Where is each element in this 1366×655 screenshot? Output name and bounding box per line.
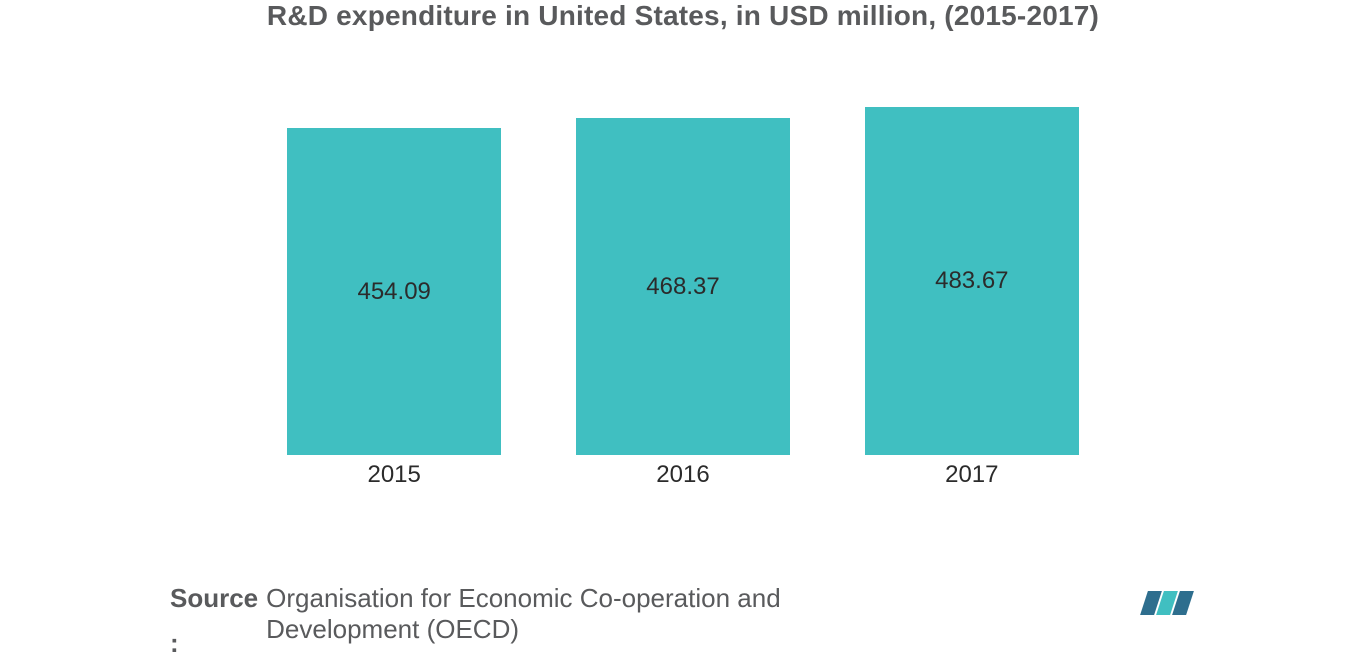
source-line1: Organisation for Economic Co-operation a… <box>266 583 781 613</box>
bar-group-2017: 483.67 <box>828 107 1116 455</box>
source-text: Organisation for Economic Co-operation a… <box>266 583 781 645</box>
source-line2: Development (OECD) <box>266 614 519 644</box>
source-colon: : <box>170 628 179 655</box>
source-label: Source <box>170 583 258 614</box>
x-tick-2017: 2017 <box>828 455 1116 489</box>
source-row: Source Organisation for Economic Co-oper… <box>170 583 950 645</box>
bar-group-2016: 468.37 <box>539 118 827 455</box>
x-tick-2015: 2015 <box>250 455 538 489</box>
bars-container: 454.09 468.37 483.67 <box>200 95 1166 455</box>
brand-logo <box>1144 591 1192 615</box>
bar-value-2015: 454.09 <box>357 278 430 306</box>
bar-2016: 468.37 <box>576 118 790 455</box>
bar-value-2017: 483.67 <box>935 267 1008 295</box>
bar-2015: 454.09 <box>287 128 501 455</box>
bar-group-2015: 454.09 <box>250 128 538 455</box>
bar-2017: 483.67 <box>865 107 1079 455</box>
bar-value-2016: 468.37 <box>646 273 719 301</box>
bar-chart: 454.09 468.37 483.67 <box>200 95 1166 455</box>
x-axis: 2015 2016 2017 <box>200 455 1166 489</box>
x-tick-2016: 2016 <box>539 455 827 489</box>
chart-title: R&D expenditure in United States, in USD… <box>0 0 1366 32</box>
